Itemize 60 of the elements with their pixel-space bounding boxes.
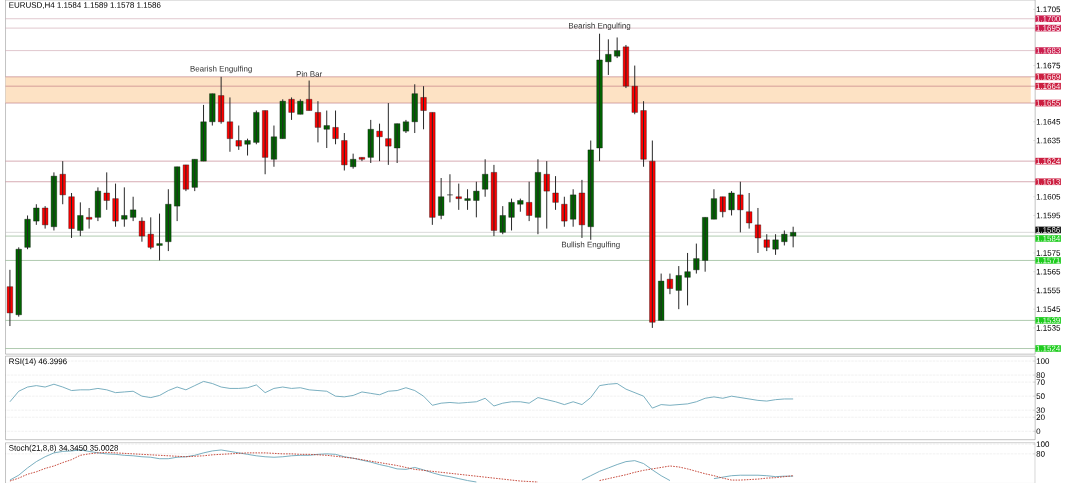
candlestick (754, 207, 761, 254)
candlestick (675, 265, 682, 310)
candlestick (728, 190, 735, 216)
candlestick (508, 197, 515, 231)
candlestick (455, 182, 462, 211)
candlestick (165, 188, 172, 252)
candlestick (59, 160, 66, 205)
candlestick (24, 214, 31, 250)
candlestick (385, 102, 392, 166)
candlestick (253, 109, 260, 145)
candlestick (77, 201, 84, 237)
candlestick (781, 229, 788, 246)
candlestick (693, 242, 700, 274)
candlestick (605, 38, 612, 76)
candlestick (367, 119, 374, 164)
candlestick (15, 246, 22, 317)
candlestick (719, 196, 726, 218)
candlestick (279, 98, 286, 139)
candlestick (156, 212, 163, 261)
candlestick (138, 216, 145, 242)
candlestick (446, 173, 453, 203)
candlestick (209, 92, 216, 126)
candlestick (130, 196, 137, 222)
candlestick (640, 100, 647, 168)
candlestick (103, 171, 110, 211)
candlestick (596, 32, 603, 162)
candlestick (499, 205, 506, 235)
candlestick (376, 122, 383, 162)
candlestick (587, 139, 594, 241)
candlestick (649, 139, 656, 329)
candlestick (341, 132, 348, 171)
candlestick (561, 196, 568, 227)
candlestick (543, 160, 550, 229)
candlestick (790, 225, 797, 248)
candlestick (235, 124, 242, 151)
candlestick (288, 96, 295, 121)
candlestick (746, 192, 753, 229)
candlestick (411, 83, 418, 134)
candlestick (147, 216, 154, 250)
candlestick (420, 85, 427, 130)
candlestick (332, 109, 339, 145)
candlestick (552, 175, 559, 211)
candlestick (473, 181, 480, 218)
candlestick (297, 98, 304, 115)
candlestick (121, 186, 128, 227)
candlestick (191, 158, 198, 192)
candlestick (772, 233, 779, 256)
candlestick (464, 188, 471, 211)
candlestick (684, 252, 691, 306)
candlestick (200, 104, 207, 162)
candlestick (323, 109, 330, 149)
candlestick (737, 181, 744, 233)
candlestick (33, 203, 40, 226)
candlestick (763, 233, 770, 252)
candlestick (429, 111, 436, 226)
candlestick (68, 192, 75, 239)
candlestick (112, 182, 119, 227)
candlestick (517, 197, 524, 212)
candlestick (244, 137, 251, 156)
candlestick (631, 64, 638, 115)
